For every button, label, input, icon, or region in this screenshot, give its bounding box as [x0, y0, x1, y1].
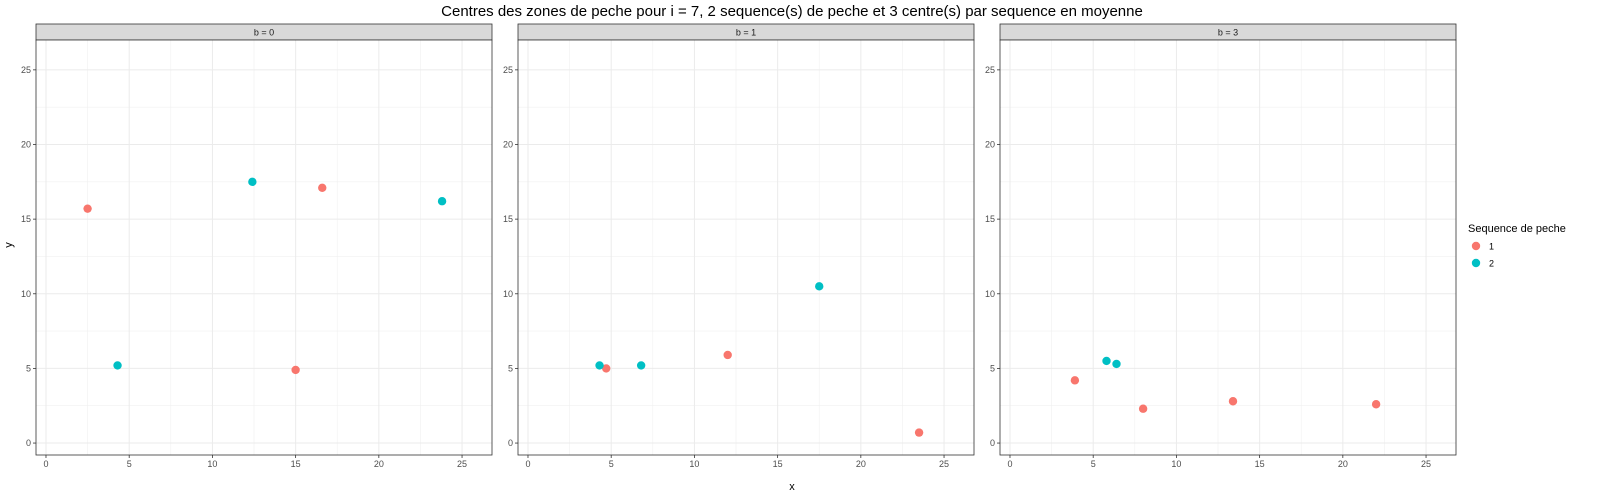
x-tick-label: 0 [43, 459, 48, 469]
data-point [914, 428, 924, 437]
data-point [815, 282, 824, 291]
legend-key [1471, 241, 1481, 251]
x-tick-label: 25 [939, 459, 949, 469]
data-point [1138, 404, 1148, 413]
data-point [1371, 400, 1381, 409]
y-axis-title: y [3, 242, 15, 248]
legend-label: 2 [1489, 259, 1494, 269]
y-tick-label: 0 [990, 438, 995, 448]
y-tick-label: 25 [985, 65, 995, 75]
x-tick-label: 5 [609, 459, 614, 469]
facet-strip-label: b = 0 [254, 28, 274, 38]
facet-panel: b = 0 0 5 10 15 20 25 0 5 10 15 20 25 [21, 23, 493, 469]
facet-strip-label: b = 3 [1218, 28, 1238, 38]
data-point [318, 183, 327, 192]
x-tick-label: 5 [1091, 459, 1096, 469]
y-tick-label: 20 [21, 139, 31, 149]
panel-border [35, 39, 493, 456]
x-tick-label: 25 [1421, 459, 1431, 469]
facet-panel: b = 3 0 5 10 15 20 25 0 5 10 15 20 25 [985, 23, 1457, 469]
x-tick-label: 10 [207, 459, 217, 469]
x-tick-label: 15 [1255, 459, 1265, 469]
facet-panel: b = 1 0 5 10 15 20 25 0 5 10 15 20 25 [503, 23, 975, 469]
x-tick-label: 15 [291, 459, 301, 469]
data-point [636, 361, 646, 370]
legend: Sequence de peche 1 2 [1468, 223, 1566, 269]
y-tick-label: 25 [21, 65, 31, 75]
plot-background [518, 40, 974, 455]
y-tick-label: 5 [26, 363, 31, 373]
legend-label: 1 [1489, 242, 1494, 252]
plot-background [1000, 40, 1456, 455]
y-tick-label: 25 [503, 65, 513, 75]
data-point [437, 197, 447, 206]
y-tick-label: 20 [985, 139, 995, 149]
x-tick-label: 20 [374, 459, 384, 469]
x-tick-label: 10 [1171, 459, 1181, 469]
facet-strip-label: b = 1 [736, 28, 756, 38]
facet-panels: b = 0 0 5 10 15 20 25 0 5 10 15 20 25 b = 1 0 5 10 15 20 25… [21, 23, 1457, 469]
data-point [291, 365, 300, 375]
y-tick-label: 15 [985, 214, 995, 224]
data-point [595, 361, 604, 370]
plot-background [36, 40, 492, 455]
data-point [83, 204, 92, 213]
x-tick-label: 0 [1007, 459, 1012, 469]
x-tick-label: 25 [457, 459, 467, 469]
data-point [1070, 376, 1080, 385]
data-point [602, 364, 611, 373]
x-tick-label: 20 [856, 459, 866, 469]
legend-key [1471, 258, 1481, 268]
y-tick-label: 10 [985, 289, 995, 299]
chart-title: Centres des zones de peche pour i = 7, 2… [441, 3, 1143, 20]
panel-border [517, 39, 975, 456]
data-point [723, 350, 732, 360]
legend-title: Sequence de peche [1468, 223, 1566, 235]
y-tick-label: 5 [508, 363, 513, 373]
x-tick-label: 5 [127, 459, 132, 469]
y-tick-label: 10 [503, 289, 513, 299]
data-point [1102, 356, 1111, 366]
y-tick-label: 15 [21, 214, 31, 224]
y-tick-label: 0 [508, 438, 513, 448]
y-tick-label: 0 [26, 438, 31, 448]
y-tick-label: 5 [990, 363, 995, 373]
x-tick-label: 20 [1338, 459, 1348, 469]
data-point [248, 177, 257, 187]
x-tick-label: 15 [773, 459, 783, 469]
data-point [1228, 397, 1238, 406]
data-point [1112, 359, 1121, 369]
x-axis-title: x [789, 481, 795, 493]
y-tick-label: 20 [503, 139, 513, 149]
data-point [113, 361, 122, 370]
x-tick-label: 10 [689, 459, 699, 469]
panel-border [999, 39, 1457, 456]
x-tick-label: 0 [525, 459, 530, 469]
y-tick-label: 10 [21, 289, 31, 299]
y-tick-label: 15 [503, 214, 513, 224]
